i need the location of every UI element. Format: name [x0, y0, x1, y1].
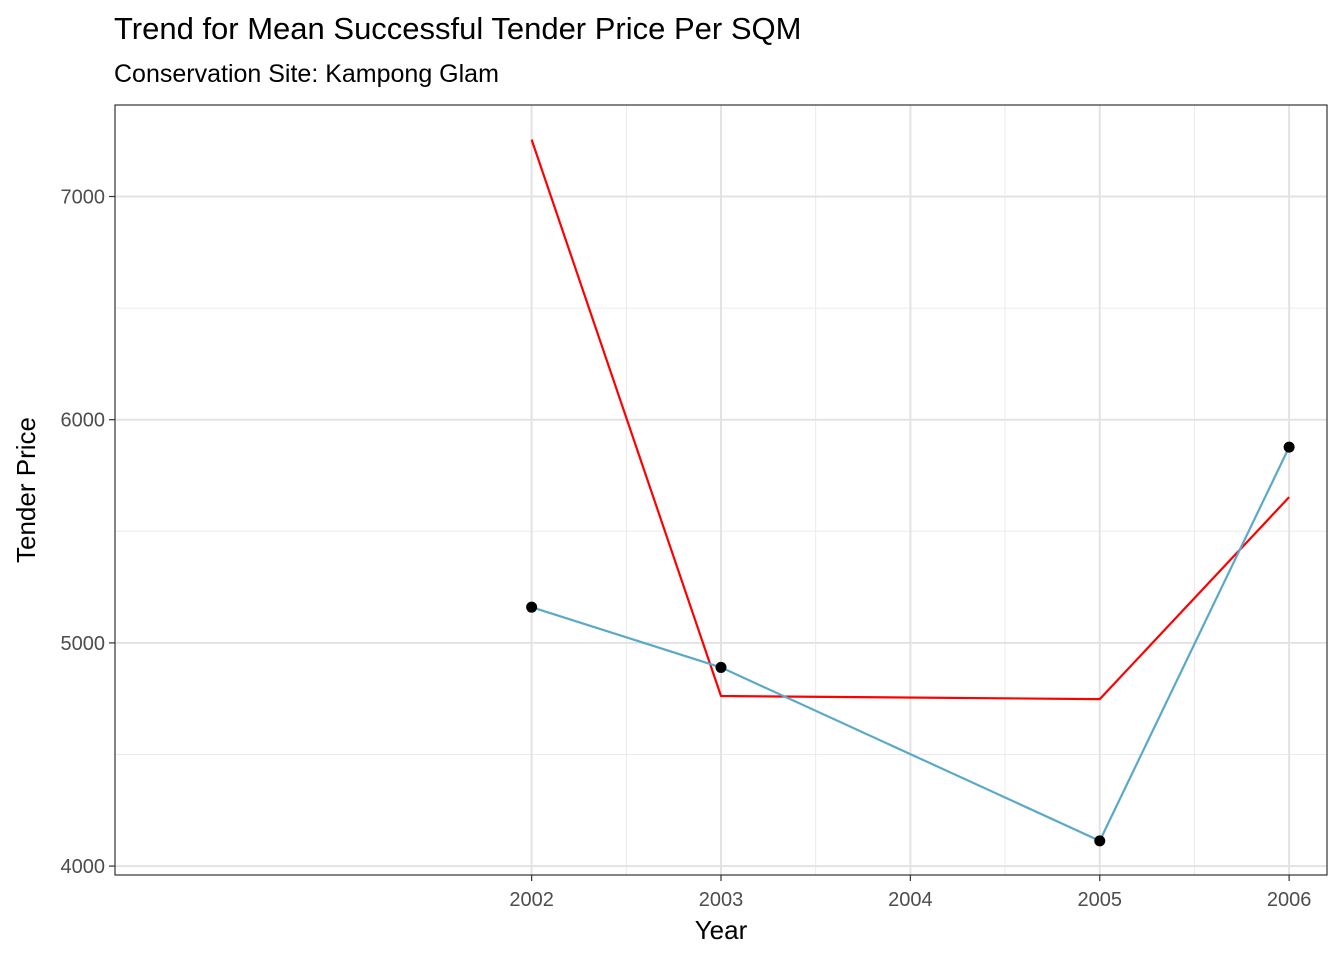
- x-tick-label: 2005: [1078, 889, 1123, 911]
- series-line-1: [530, 139, 1290, 701]
- chart-title: Trend for Mean Successful Tender Price P…: [114, 11, 801, 46]
- x-axis-title: Year: [695, 915, 748, 945]
- series-layer: [526, 139, 1295, 847]
- series-2-point: [526, 601, 538, 613]
- series-2-point: [715, 661, 727, 673]
- x-tick-label: 2004: [888, 889, 933, 911]
- y-tick-label: 4000: [61, 856, 106, 878]
- x-tick-label: 2003: [699, 889, 744, 911]
- x-tick-label: 2002: [509, 889, 554, 911]
- y-tick-label: 6000: [61, 410, 106, 432]
- axes: 2002 2003 2004 2005 2006 4000 5000 6000 7000: [61, 187, 1312, 911]
- x-tick-label: 2006: [1267, 889, 1312, 911]
- y-axis-title: Tender Price: [11, 417, 41, 563]
- chart-subtitle: Conservation Site: Kampong Glam: [114, 60, 499, 88]
- series-2-point: [1094, 835, 1106, 847]
- grid: [115, 105, 1327, 875]
- y-tick-label: 5000: [61, 633, 106, 655]
- y-tick-label: 7000: [61, 187, 106, 209]
- series-2-point: [1283, 441, 1295, 453]
- series-line-2: [531, 446, 1291, 842]
